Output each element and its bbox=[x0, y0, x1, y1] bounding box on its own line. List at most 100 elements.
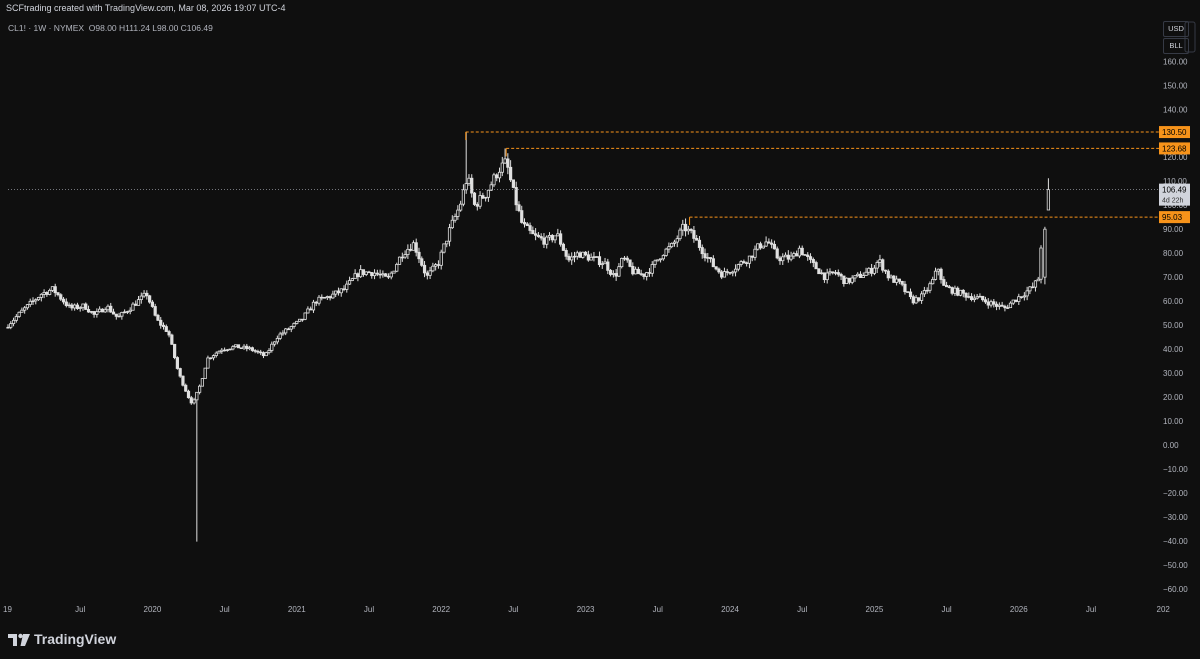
candle-body bbox=[128, 309, 132, 312]
candle-body bbox=[578, 252, 582, 258]
candle-body bbox=[336, 290, 341, 294]
currency-button[interactable]: USD bbox=[1163, 21, 1189, 37]
candle-body bbox=[511, 179, 515, 188]
candle-body bbox=[406, 248, 410, 255]
candle-body bbox=[833, 272, 838, 274]
price-level-label: 123.68 bbox=[1162, 144, 1187, 153]
candle-body bbox=[547, 235, 552, 238]
candle-body bbox=[686, 228, 690, 232]
candle-body bbox=[525, 223, 529, 227]
candle-body bbox=[450, 219, 454, 229]
candle-body bbox=[359, 269, 363, 278]
candle-body bbox=[25, 304, 30, 309]
candle-body bbox=[764, 241, 768, 247]
time-axis[interactable] bbox=[0, 602, 1200, 622]
x-tick-label: 19 bbox=[3, 605, 12, 614]
candle-body bbox=[1028, 286, 1032, 292]
candle-body bbox=[1046, 189, 1051, 211]
x-tick-label: 2025 bbox=[866, 605, 884, 614]
candle-body bbox=[39, 293, 43, 298]
candle-body bbox=[195, 391, 199, 401]
candle-body bbox=[256, 350, 260, 353]
candle-body bbox=[23, 307, 27, 311]
candle-body bbox=[678, 229, 682, 240]
candle-body bbox=[247, 347, 252, 350]
candle-body bbox=[981, 295, 985, 301]
candle-body bbox=[375, 272, 379, 275]
candle-body bbox=[78, 307, 82, 309]
candle-body bbox=[372, 272, 377, 277]
candle-body bbox=[628, 259, 632, 267]
candle-body bbox=[70, 304, 74, 309]
candle-body bbox=[975, 296, 979, 299]
candle-body bbox=[228, 348, 232, 351]
candle-body bbox=[464, 183, 468, 191]
candle-body bbox=[861, 275, 865, 278]
candle-body bbox=[456, 209, 460, 217]
candle-body bbox=[192, 399, 196, 404]
candle-body bbox=[789, 255, 793, 260]
price-level-badge bbox=[1159, 142, 1190, 155]
candle-body bbox=[84, 303, 88, 310]
y-tick-label: −20.00 bbox=[1163, 489, 1188, 498]
candle-body bbox=[217, 350, 221, 354]
candle-body bbox=[175, 357, 179, 369]
candle-body bbox=[903, 283, 907, 293]
candle-body bbox=[434, 264, 438, 267]
candle-body bbox=[717, 268, 721, 273]
candle-body bbox=[286, 328, 291, 331]
y-tick-label: 120.00 bbox=[1163, 153, 1188, 162]
candle-body bbox=[897, 278, 901, 282]
candle-body bbox=[608, 269, 613, 275]
candle-body bbox=[1031, 286, 1035, 289]
candlestick-chart[interactable]: 160.00150.00140.00130.00120.00110.00100.… bbox=[0, 0, 1200, 622]
candle-body bbox=[636, 268, 640, 275]
candle-body bbox=[536, 234, 540, 237]
candle-body bbox=[100, 308, 105, 313]
candle-body bbox=[522, 222, 527, 225]
candle-body bbox=[1000, 304, 1004, 307]
tradingview-logo[interactable]: TradingView bbox=[8, 631, 116, 647]
unit-button[interactable]: BLL bbox=[1163, 38, 1189, 54]
candle-body bbox=[131, 303, 135, 311]
candle-body bbox=[478, 195, 482, 207]
candle-body bbox=[958, 289, 963, 296]
candle-body bbox=[758, 243, 763, 249]
legend-symbol: CL1! · 1W · NYMEX bbox=[8, 23, 85, 33]
candle-body bbox=[542, 237, 546, 245]
candle-body bbox=[886, 270, 890, 279]
candle-body bbox=[1033, 280, 1038, 288]
candle-body bbox=[281, 332, 285, 335]
candle-body bbox=[317, 296, 321, 304]
candle-body bbox=[439, 251, 443, 266]
candle-body bbox=[531, 230, 535, 235]
y-tick-label: −60.00 bbox=[1163, 585, 1188, 594]
y-tick-label: 110.00 bbox=[1163, 177, 1187, 186]
candle-body bbox=[517, 204, 521, 212]
axis-menu-icon[interactable] bbox=[1182, 20, 1198, 54]
candle-body bbox=[397, 256, 402, 265]
candle-body bbox=[45, 292, 49, 295]
chart-pane[interactable] bbox=[0, 17, 1159, 602]
candle-body bbox=[461, 189, 466, 205]
candle-body bbox=[409, 248, 413, 251]
price-axis[interactable] bbox=[1159, 17, 1200, 602]
x-tick-label: Jul bbox=[653, 605, 663, 614]
price-level-badge bbox=[1159, 126, 1190, 139]
candle-body bbox=[203, 367, 207, 379]
candle-body bbox=[120, 311, 124, 317]
candle-body bbox=[917, 297, 921, 301]
y-tick-label: −10.00 bbox=[1163, 465, 1188, 474]
candle-body bbox=[650, 264, 654, 274]
candle-body bbox=[309, 308, 313, 311]
candle-body bbox=[145, 292, 149, 297]
candle-body bbox=[742, 261, 746, 264]
candle-body bbox=[306, 308, 310, 314]
candle-body bbox=[672, 241, 677, 244]
candle-body bbox=[1006, 307, 1010, 309]
candle-body bbox=[59, 294, 63, 300]
candle-body bbox=[792, 253, 796, 257]
candle-body bbox=[389, 272, 393, 278]
candle-body bbox=[48, 290, 52, 295]
candle-body bbox=[670, 243, 674, 248]
